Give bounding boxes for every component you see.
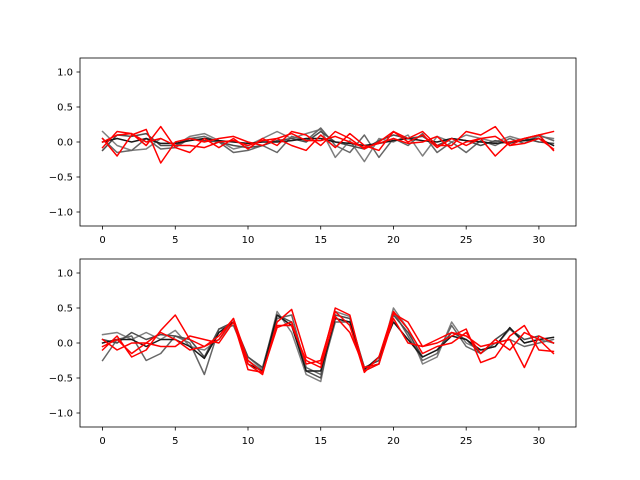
y-tick-label: 0.0 (57, 138, 73, 149)
y-tick-label: 0.5 (57, 103, 73, 114)
series-line-6 (101, 315, 555, 374)
x-tick-label: 5 (172, 235, 178, 246)
x-tick-label: 15 (314, 235, 327, 246)
x-tick-label: 20 (387, 235, 400, 246)
y-tick-label: −0.5 (49, 374, 73, 385)
x-tick-label: 10 (242, 436, 255, 447)
x-tick-label: 0 (99, 235, 105, 246)
y-tick-label: 1.0 (57, 269, 73, 280)
x-tick-label: 30 (533, 235, 546, 246)
x-tick-label: 5 (172, 436, 178, 447)
y-tick-label: 1.0 (57, 68, 73, 79)
y-tick-label: 0.0 (57, 339, 73, 350)
x-tick-label: 30 (533, 436, 546, 447)
x-tick-label: 10 (242, 235, 255, 246)
x-tick-label: 25 (460, 235, 473, 246)
y-tick-label: −0.5 (49, 173, 73, 184)
x-tick-label: 15 (314, 436, 327, 447)
series-line-5 (101, 310, 555, 374)
series-line-2 (101, 130, 555, 152)
series-line-3 (101, 137, 555, 147)
y-tick-label: −1.0 (49, 208, 73, 219)
y-tick-label: 0.5 (57, 304, 73, 315)
series-line-6 (101, 132, 555, 151)
x-tick-label: 25 (460, 436, 473, 447)
x-tick-label: 0 (99, 436, 105, 447)
x-tick-label: 20 (387, 436, 400, 447)
top-subplot: 0 5 10 15 20 25 30 −1.0 −0.5 0.0 0.5 1.0 (49, 57, 577, 246)
bottom-subplot: 0 5 10 15 20 25 30 −1.0 −0.5 0.0 0.5 1.0 (49, 258, 577, 447)
y-tick-label: −1.0 (49, 409, 73, 420)
